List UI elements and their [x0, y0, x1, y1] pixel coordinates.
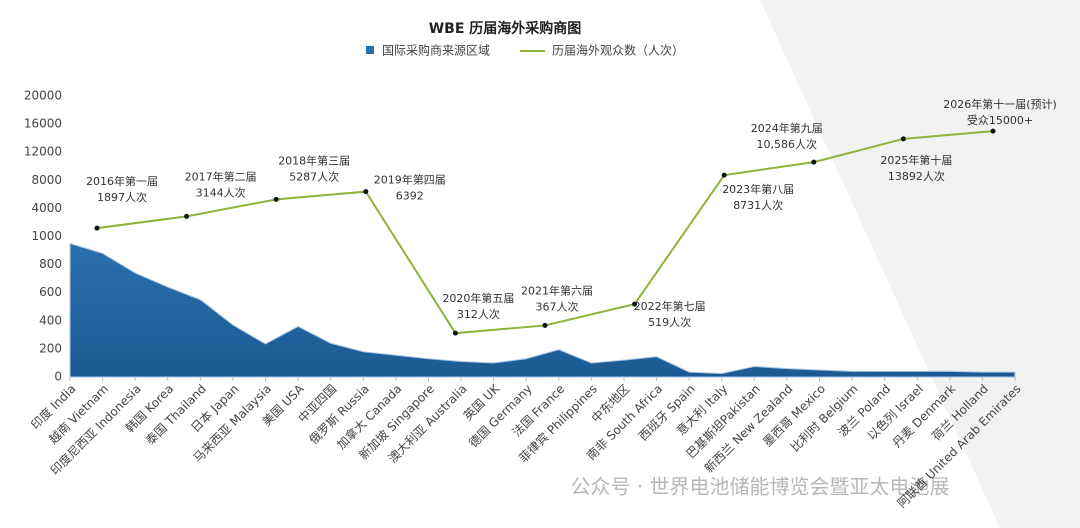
- point: [363, 189, 369, 195]
- y-tick-label: 16000: [24, 117, 62, 131]
- data-label: 519人次: [648, 315, 691, 329]
- data-label: 8731人次: [733, 198, 783, 212]
- edition-label: 2023年第八届: [722, 182, 794, 196]
- y-tick-label: 600: [39, 285, 62, 299]
- edition-label: 2017年第二届: [185, 169, 257, 183]
- data-label: 13892人次: [888, 169, 945, 183]
- point: [452, 330, 458, 336]
- data-label: 5287人次: [289, 169, 339, 183]
- point: [721, 172, 727, 178]
- data-label: 1897人次: [97, 190, 147, 204]
- y-tick-label: 4000: [31, 201, 62, 215]
- edition-label: 2022年第七届: [634, 299, 706, 313]
- data-label: 3144人次: [196, 185, 246, 199]
- edition-label: 2021年第六届: [521, 283, 593, 297]
- y-tick-label: 8000: [31, 173, 62, 187]
- edition-label: 2026年第十一届(预计): [943, 97, 1057, 111]
- point: [273, 196, 279, 202]
- point: [900, 136, 906, 142]
- edition-label: 2024年第九届: [751, 121, 823, 135]
- edition-label: 2020年第五届: [442, 291, 514, 305]
- point: [632, 301, 638, 307]
- edition-label: 2016年第一届: [86, 174, 158, 188]
- chart-title: WBE 历届海外采购商图: [429, 20, 582, 37]
- legend-swatch: [366, 46, 374, 54]
- y-tick-label: 0: [54, 370, 62, 384]
- data-label: 受众15000+: [967, 114, 1033, 127]
- background-shape: [760, 0, 1080, 528]
- edition-label: 2019年第四届: [374, 173, 446, 187]
- point: [990, 128, 996, 134]
- edition-label: 2025年第十届: [880, 153, 952, 167]
- y-tick-label: 200: [39, 341, 62, 355]
- data-label: 6392: [396, 190, 424, 203]
- data-label: 367人次: [536, 299, 579, 313]
- watermark: 公众号 · 世界电池储能博览会暨亚太电池展: [570, 475, 949, 499]
- data-label: 312人次: [457, 307, 500, 321]
- data-label: 10,586人次: [757, 137, 818, 151]
- y-tick-label: 400: [39, 313, 62, 327]
- y-tick-label: 1000: [31, 229, 62, 243]
- y-tick-label: 800: [39, 257, 62, 271]
- point: [811, 159, 817, 165]
- y-tick-label: 20000: [24, 89, 62, 103]
- point: [184, 213, 190, 219]
- point: [542, 322, 548, 328]
- edition-label: 2018年第三届: [278, 153, 350, 167]
- y-tick-label: 12000: [24, 145, 62, 159]
- point: [94, 225, 100, 231]
- legend-label: 国际采购商来源区域: [382, 43, 490, 58]
- area: [69, 242, 1016, 378]
- legend-label: 历届海外观众数（人次）: [552, 43, 684, 58]
